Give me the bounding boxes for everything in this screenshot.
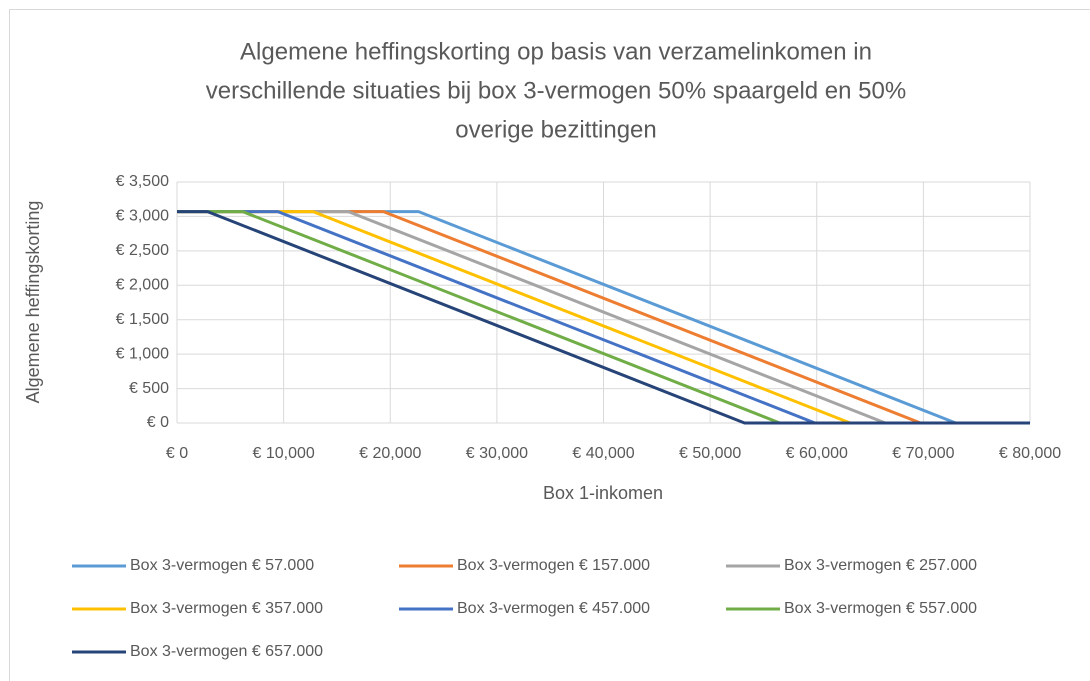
- y-axis-title: Algemene heffingskorting: [23, 201, 43, 404]
- legend-label: Box 3-vermogen € 557.000: [784, 600, 977, 617]
- y-tick-label: € 500: [129, 380, 169, 397]
- x-tick-label: € 60,000: [786, 445, 848, 462]
- legend-label: Box 3-vermogen € 257.000: [784, 557, 977, 574]
- chart-border: [9, 9, 1090, 681]
- x-axis-title: Box 1-inkomen: [543, 483, 663, 503]
- legend-label: Box 3-vermogen € 57.000: [130, 557, 314, 574]
- legend-label: Box 3-vermogen € 357.000: [130, 600, 323, 617]
- chart-title: verschillende situaties bij box 3-vermog…: [206, 77, 906, 104]
- x-tick-label: € 30,000: [466, 445, 528, 462]
- chart-title: overige bezittingen: [455, 116, 656, 143]
- y-tick-label: € 2,000: [116, 277, 169, 294]
- chart-title: Algemene heffingskorting op basis van ve…: [240, 38, 872, 65]
- y-tick-label: € 1,000: [116, 345, 169, 362]
- y-tick-label: € 0: [147, 414, 169, 431]
- legend-label: Box 3-vermogen € 657.000: [130, 643, 323, 660]
- x-tick-label: € 10,000: [252, 445, 314, 462]
- legend-label: Box 3-vermogen € 157.000: [457, 557, 650, 574]
- y-tick-label: € 3,500: [116, 173, 169, 190]
- y-tick-label: € 2,500: [116, 242, 169, 259]
- x-tick-label: € 0: [166, 445, 188, 462]
- x-tick-label: € 70,000: [892, 445, 954, 462]
- y-tick-label: € 3,000: [116, 208, 169, 225]
- x-tick-label: € 80,000: [999, 445, 1061, 462]
- series-line: [177, 210, 1030, 425]
- x-tick-label: € 20,000: [359, 445, 421, 462]
- y-tick-label: € 1,500: [116, 311, 169, 328]
- x-tick-label: € 40,000: [572, 445, 634, 462]
- legend-label: Box 3-vermogen € 457.000: [457, 600, 650, 617]
- x-tick-label: € 50,000: [679, 445, 741, 462]
